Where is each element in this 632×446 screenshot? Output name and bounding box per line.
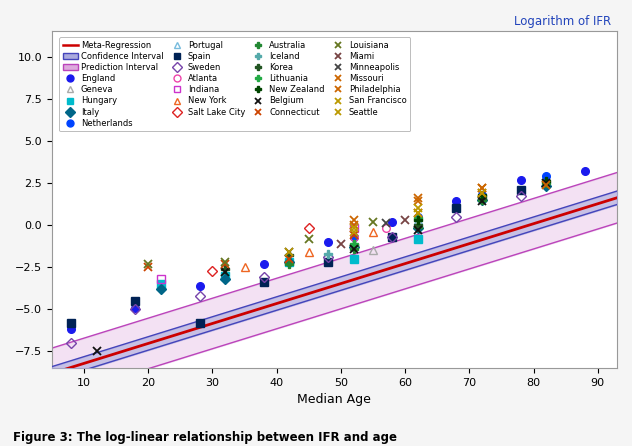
Text: Logarithm of IFR: Logarithm of IFR	[514, 15, 611, 28]
Legend: Meta-Regression, Confidence Interval, Prediction Interval, England, Geneva, Hung: Meta-Regression, Confidence Interval, Pr…	[59, 37, 410, 132]
Text: Figure 3: The log-linear relationship between IFR and age: Figure 3: The log-linear relationship be…	[13, 431, 397, 444]
X-axis label: Median Age: Median Age	[298, 393, 372, 406]
